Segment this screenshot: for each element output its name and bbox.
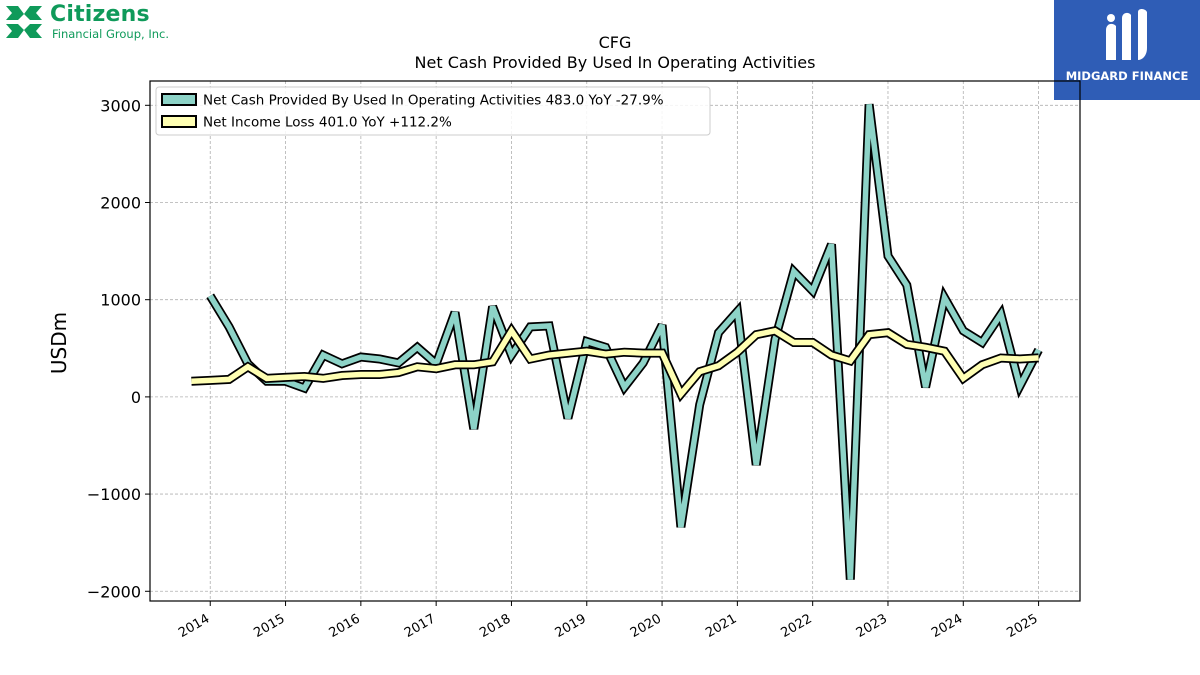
x-tick-label: 2025 <box>1004 611 1040 641</box>
x-axis: 2014 2015 2016 2017 2018 2019 2020 2021 2022 2023… <box>176 601 1041 641</box>
grid <box>150 81 1080 601</box>
chart-subtitle: Net Cash Provided By Used In Operating A… <box>415 53 816 72</box>
x-tick-label: 2019 <box>553 611 589 641</box>
series-line-cash-flow <box>207 103 1042 580</box>
x-tick-label: 2022 <box>779 611 815 641</box>
legend-swatch-cash-flow <box>161 93 197 106</box>
x-tick-label: 2016 <box>327 611 363 641</box>
x-tick-label: 2017 <box>402 611 438 641</box>
company-subtitle: Financial Group, Inc. <box>52 27 169 41</box>
y-tick-label: 3000 <box>100 96 141 115</box>
x-tick-label: 2021 <box>703 611 739 641</box>
y-tick-label: 1000 <box>100 291 141 310</box>
midgard-logo-icon <box>1106 9 1147 61</box>
citizens-logo-icon <box>6 6 42 38</box>
y-axis: 3000 2000 1000 0 −1000 −2000 <box>87 96 150 601</box>
company-name: Citizens <box>50 2 150 27</box>
y-tick-label: 0 <box>131 388 141 407</box>
x-tick-label: 2018 <box>477 611 513 641</box>
legend-swatch-net-income <box>161 115 197 128</box>
x-tick-label: 2020 <box>628 611 664 641</box>
company-logo: Citizens Financial Group, Inc. <box>0 0 240 48</box>
legend-box <box>155 86 711 136</box>
legend-label-cash-flow: Net Cash Provided By Used In Operating A… <box>203 93 664 109</box>
y-tick-label: −1000 <box>87 485 141 504</box>
x-tick-label: 2024 <box>929 611 965 641</box>
plot-frame <box>149 80 1081 602</box>
y-tick-label: −2000 <box>87 582 141 601</box>
x-tick-label: 2014 <box>176 611 212 641</box>
legend: Net Cash Provided By Used In Operating A… <box>155 86 711 136</box>
x-tick-label: 2015 <box>251 611 287 641</box>
y-tick-label: 2000 <box>100 193 141 212</box>
publisher-badge: MIDGARD FINANCE <box>1054 0 1200 100</box>
series-layer <box>191 103 1043 580</box>
series-line-net-income <box>191 325 1039 400</box>
chart-title: CFG <box>599 33 632 52</box>
y-axis-label: USDm <box>47 312 71 374</box>
legend-label-net-income: Net Income Loss 401.0 YoY +112.2% <box>203 115 452 131</box>
publisher-name: MIDGARD FINANCE <box>1065 69 1189 83</box>
x-tick-label: 2023 <box>854 611 890 641</box>
